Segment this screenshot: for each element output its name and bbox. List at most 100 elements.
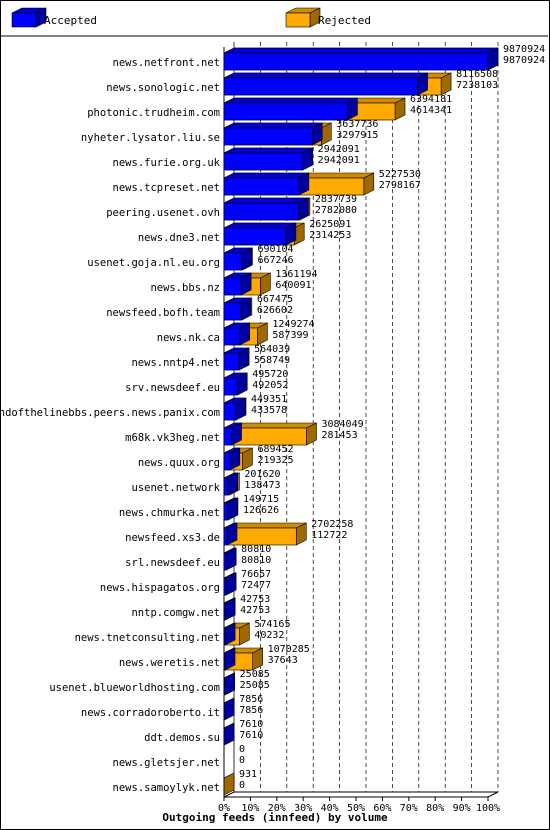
bar-accepted-front — [223, 427, 232, 446]
bar-accepted — [223, 147, 313, 171]
bar-accepted — [223, 47, 499, 71]
bar-accepted-side — [224, 672, 235, 696]
value-label-bottom: 9870924 — [503, 55, 545, 66]
bar-accepted-top — [223, 172, 309, 179]
bar-accepted-front — [223, 502, 228, 521]
value-label-bottom: 0 — [239, 755, 245, 766]
x-axis: 0% 10% 20% 30% 40% 50% 60% 70% 80% 90% 100% — [218, 791, 500, 814]
value-label-top: 2625091 — [309, 219, 351, 230]
bar-accepted-front — [223, 277, 242, 296]
tick-label: 40% — [321, 803, 339, 814]
bar-accepted-front — [223, 677, 225, 696]
value-label-top: 690104 — [257, 244, 293, 255]
value-label-top: 495720 — [252, 369, 288, 380]
bar-accepted-front — [223, 102, 348, 121]
value-label-bottom: 558749 — [254, 355, 290, 366]
legend: Accepted Rejected — [1, 7, 548, 37]
bar-accepted — [223, 197, 309, 221]
bar-accepted — [223, 322, 251, 346]
value-label-bottom: 72477 — [241, 580, 271, 591]
value-label-top: 0 — [239, 744, 245, 755]
value-label-top: 449351 — [251, 394, 287, 405]
value-label-bottom: 433578 — [251, 405, 287, 416]
bar-accepted — [223, 122, 323, 146]
value-label-top: 5227530 — [379, 169, 421, 180]
bar-accepted — [223, 222, 297, 246]
tick-label: 10% — [241, 803, 259, 814]
bar-rejected — [223, 772, 235, 796]
value-label-bottom: 40232 — [254, 630, 284, 641]
category-label: nyheter.lysator.liu.se — [81, 132, 220, 144]
category-label: news.gletsjer.net — [113, 757, 220, 769]
category-label: endofthelinebbs.peers.news.panix.com — [0, 407, 220, 419]
bar-accepted-front — [223, 227, 287, 246]
bar-accepted-side — [223, 697, 235, 721]
axis-floor — [223, 791, 499, 798]
value-label-top: 667475 — [257, 294, 293, 305]
category-label: newsfeed.xs3.de — [125, 532, 220, 544]
value-label-bottom: 4614341 — [410, 105, 452, 116]
chart-title: Outgoing feeds (innfeed) by volume — [162, 811, 388, 824]
bar-accepted-front — [223, 452, 231, 471]
value-label-bottom: 7610 — [239, 730, 263, 741]
bar-accepted-front — [223, 152, 303, 171]
bar-accepted — [223, 622, 236, 646]
category-label: news.samoylyk.net — [113, 782, 220, 794]
value-label-top: 3084049 — [321, 419, 363, 430]
bar-accepted-front — [223, 577, 227, 596]
value-label-bottom: 138473 — [244, 480, 280, 491]
category-label: news.hispagatos.org — [100, 582, 220, 594]
tick-label: 100% — [476, 803, 500, 814]
bar-accepted — [223, 597, 236, 621]
category-label: news.nk.ca — [157, 332, 220, 344]
tick-label: 90% — [453, 803, 471, 814]
bar-accepted — [223, 522, 238, 546]
bar-accepted — [223, 397, 246, 421]
bar-accepted-front — [223, 527, 228, 546]
value-label-top: 6394181 — [410, 94, 452, 105]
value-label-bottom: 25085 — [240, 680, 270, 691]
bar-accepted — [223, 697, 235, 721]
value-label-top: 7856 — [239, 694, 263, 705]
value-label-top: 201620 — [244, 469, 280, 480]
category-label: newsfeed.bofh.team — [106, 307, 220, 319]
tick-label: 50% — [347, 803, 365, 814]
bar-accepted-front — [223, 327, 241, 346]
category-label: usenet.network — [131, 482, 220, 494]
category-label: ddt.demos.su — [144, 732, 220, 744]
bar-accepted — [223, 447, 241, 471]
bar-accepted-top — [223, 97, 358, 104]
legend-swatch-accepted-front — [11, 12, 37, 28]
bar-accepted — [223, 97, 358, 121]
tick-label: 0% — [218, 803, 230, 814]
value-label-bottom: 112722 — [311, 530, 347, 541]
bar-accepted — [223, 672, 235, 696]
value-label-bottom: 219325 — [257, 455, 293, 466]
category-label: news.weretis.net — [119, 657, 220, 669]
bar-accepted — [223, 572, 237, 596]
value-label-bottom: 492052 — [252, 380, 288, 391]
bar-accepted-side — [223, 722, 235, 746]
value-label-bottom: 667246 — [257, 255, 293, 266]
bar-accepted — [223, 172, 310, 196]
bar-accepted — [223, 347, 250, 371]
bar-accepted — [223, 372, 248, 396]
category-label: peering.usenet.ovh — [106, 207, 220, 219]
value-label-top: 7610 — [239, 719, 263, 730]
category-label: news.netfront.net — [113, 57, 220, 69]
tick-label: 30% — [294, 803, 312, 814]
value-label-top: 80810 — [241, 544, 271, 555]
legend-label-rejected: Rejected — [318, 14, 371, 27]
bar-accepted-front — [223, 552, 227, 571]
value-label-bottom: 7238103 — [456, 80, 498, 91]
category-label: srv.newsdeef.eu — [125, 382, 220, 394]
bar-accepted-front — [223, 477, 229, 496]
legend-swatch-rejected — [285, 7, 321, 28]
category-label: m68k.vk3heg.net — [125, 432, 220, 444]
bar-accepted — [223, 547, 237, 571]
value-label-top: 931 — [239, 769, 257, 780]
value-label-bottom: 42753 — [240, 605, 270, 616]
value-label-bottom: 281453 — [321, 430, 357, 441]
bars — [223, 47, 499, 796]
